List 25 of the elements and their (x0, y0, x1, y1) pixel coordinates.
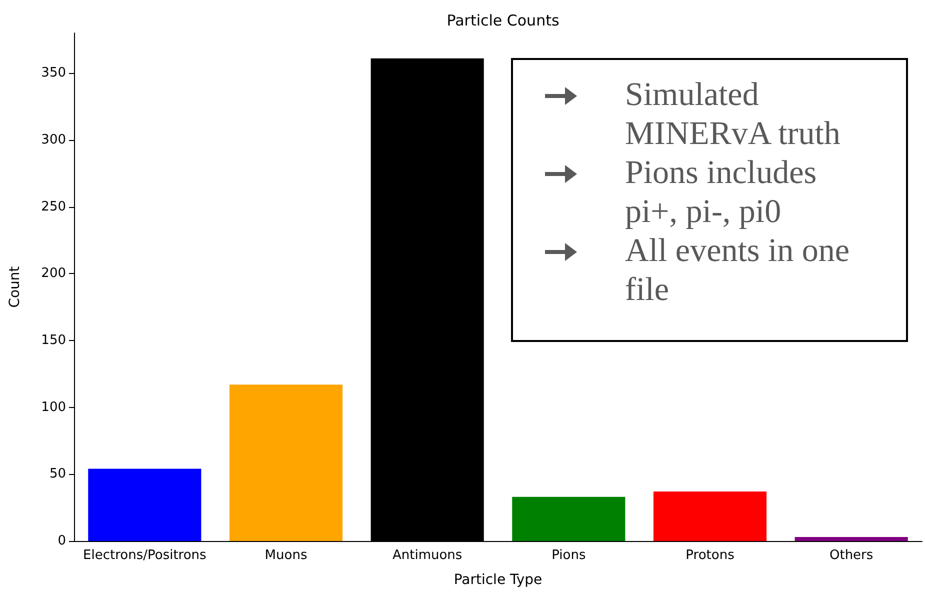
x-tick-label: Others (829, 548, 874, 563)
bar (88, 468, 202, 541)
y-axis-title: Count (7, 266, 23, 308)
y-tick-label: 0 (58, 534, 66, 548)
y-tick-label: 250 (41, 199, 66, 214)
y-tick-label: 350 (41, 66, 66, 81)
chart-title: Particle Counts (446, 12, 560, 30)
bar (653, 492, 767, 541)
x-tick-label: Electrons/Positrons (83, 548, 207, 563)
bar (229, 384, 343, 541)
bar (794, 536, 908, 541)
y-tick-label: 100 (41, 400, 66, 415)
x-axis-title: Particle Type (454, 572, 542, 588)
y-tick-label: 50 (49, 466, 66, 482)
y-tick-label: 150 (41, 332, 66, 348)
annotation: Simulated MINERvA truth (625, 76, 842, 154)
y-tick-label: 300 (41, 132, 66, 148)
bar (512, 496, 626, 541)
annotation: Pions includes pi+, pi-, pi0 (625, 154, 818, 232)
annotation: All events in one file (625, 232, 851, 310)
x-tick-label: Protons (686, 548, 735, 563)
x-tick-label: Antimuons (392, 548, 462, 563)
x-tick-label: Muons (264, 548, 308, 563)
y-tick-label: 200 (41, 266, 66, 282)
x-tick-label: Pions (552, 548, 586, 563)
